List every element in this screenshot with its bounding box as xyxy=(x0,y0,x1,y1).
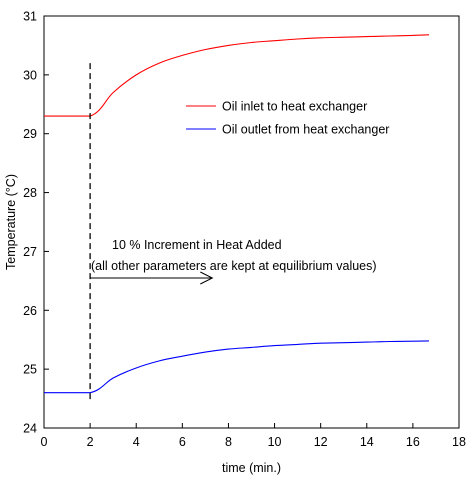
legend-label: Oil inlet to heat exchanger xyxy=(222,100,367,114)
x-tick-label: 0 xyxy=(41,435,48,449)
annotation-arrow-head xyxy=(200,271,214,285)
legend: Oil inlet to heat exchanger Oil outlet fr… xyxy=(186,100,389,137)
y-tick-label: 30 xyxy=(23,68,37,82)
x-tick-label: 10 xyxy=(268,435,282,449)
y-tick-label: 27 xyxy=(23,245,37,259)
y-tick-label: 29 xyxy=(23,127,37,141)
x-tick-label: 4 xyxy=(133,435,140,449)
series-line-oil-outlet xyxy=(44,340,430,394)
plot-area xyxy=(43,15,460,429)
x-axis-label: time (min.) xyxy=(222,461,281,475)
x-tick-label: 8 xyxy=(225,435,232,449)
x-tick-label: 12 xyxy=(314,435,328,449)
series-line-oil-inlet xyxy=(44,34,430,117)
x-tick-label: 2 xyxy=(87,435,94,449)
x-axis-ticks: 0 2 4 6 8 10 12 14 16 18 xyxy=(41,423,466,449)
x-tick-label: 18 xyxy=(452,435,466,449)
y-axis-ticks: 24 25 26 27 28 29 30 31 xyxy=(23,10,49,436)
y-tick-label: 24 xyxy=(23,422,37,436)
x-tick-label: 16 xyxy=(406,435,420,449)
annotation-layer: 10 % Increment in Heat Added (all other … xyxy=(89,63,377,403)
legend-label: Oil outlet from heat exchanger xyxy=(222,123,389,137)
y-tick-label: 28 xyxy=(23,186,37,200)
plot-frame xyxy=(43,15,460,429)
y-tick-label: 26 xyxy=(23,304,37,318)
y-tick-label: 31 xyxy=(23,10,37,24)
x-tick-label: 6 xyxy=(179,435,186,449)
y-axis-label: Temperature (°C) xyxy=(4,174,18,270)
annotation-subtitle: (all other parameters are kept at equili… xyxy=(91,259,377,273)
x-tick-label: 14 xyxy=(360,435,374,449)
annotation-title: 10 % Increment in Heat Added xyxy=(112,238,282,252)
y-tick-label: 25 xyxy=(23,363,37,377)
series-layer xyxy=(44,34,430,394)
